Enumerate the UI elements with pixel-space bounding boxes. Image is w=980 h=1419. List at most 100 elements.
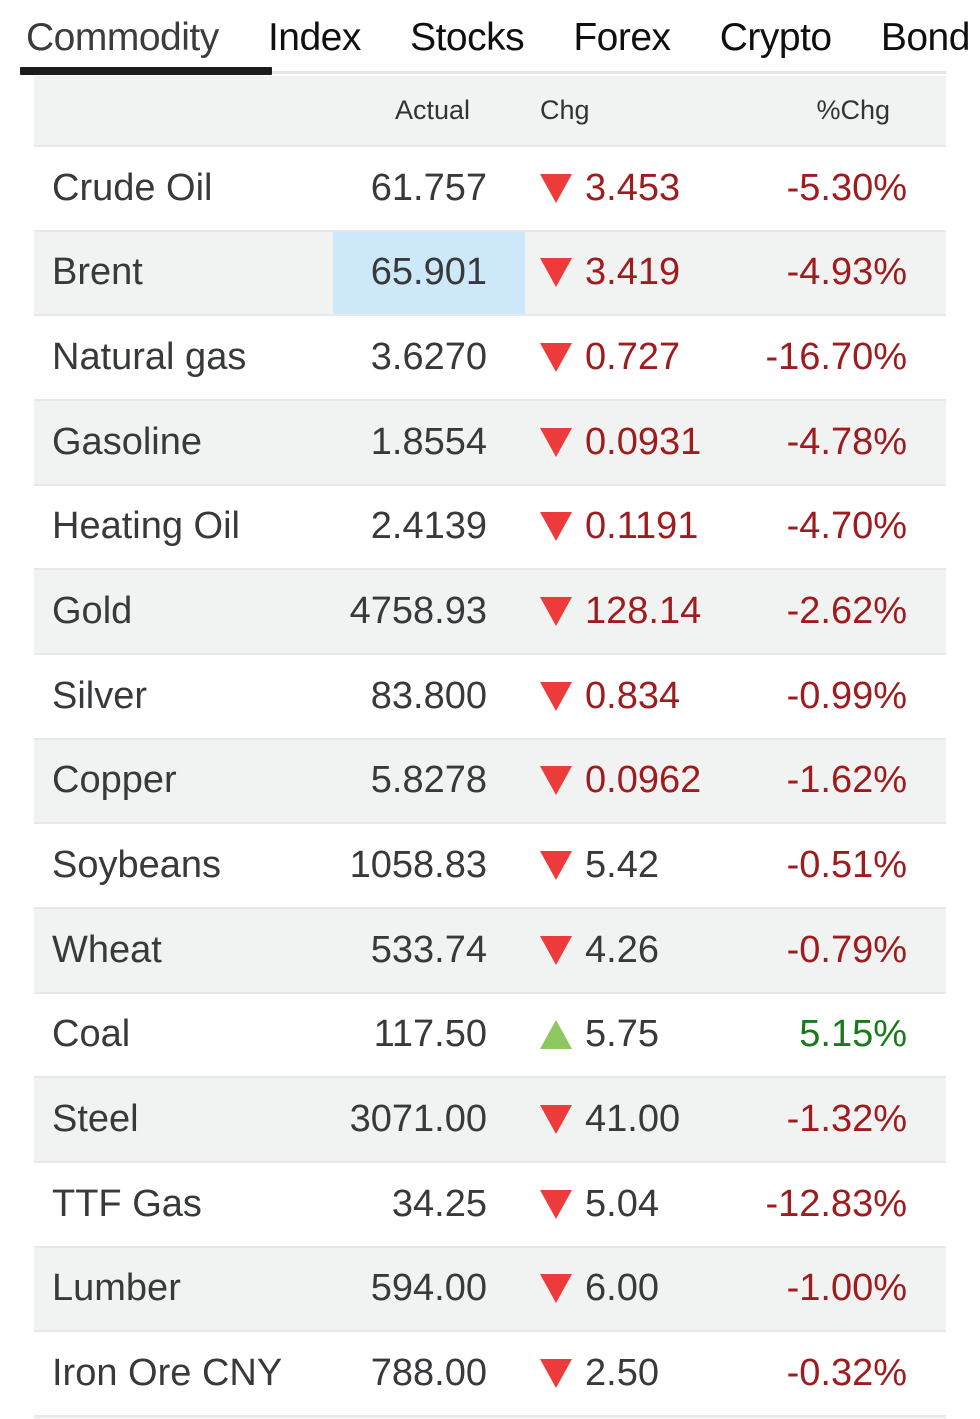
down-triangle-icon	[540, 597, 572, 627]
commodity-name-link[interactable]: Coal	[52, 1013, 131, 1056]
tabs-divider	[24, 71, 946, 74]
table-row[interactable]: Natural gas 3.6270 0.727 -16.70%	[34, 314, 946, 399]
table-row[interactable]: Copper 5.8278 0.0962 -1.62%	[34, 737, 946, 823]
actual-value-cell: 65.901	[333, 231, 525, 315]
down-triangle-icon	[540, 173, 572, 203]
down-triangle-icon	[540, 258, 572, 288]
commodity-name-link[interactable]: Silver	[52, 674, 148, 717]
down-triangle-icon	[540, 1105, 572, 1135]
commodity-name-link[interactable]: Heating Oil	[52, 505, 240, 548]
header-actual: Actual	[394, 95, 470, 125]
percent-change-value: 5.15%	[799, 1013, 907, 1056]
change-cell: 5.04	[525, 1163, 754, 1246]
down-triangle-icon	[540, 343, 572, 373]
commodity-name-link[interactable]: Crude Oil	[52, 166, 213, 209]
actual-value-cell: 3071.00	[349, 1098, 487, 1141]
change-value: 0.1191	[585, 505, 699, 548]
percent-change-value: -0.99%	[786, 674, 907, 717]
table-row[interactable]: Crude Oil 61.757 3.453 -5.30%	[34, 145, 946, 230]
commodity-name-link[interactable]: Natural gas	[52, 336, 247, 379]
commodity-name-link[interactable]: Lumber	[52, 1267, 181, 1310]
percent-change-value: -12.83%	[765, 1182, 907, 1225]
actual-value-cell: 594.00	[370, 1267, 487, 1310]
tab-commodity[interactable]: Commodity	[26, 16, 219, 59]
change-cell: 6.00	[525, 1248, 754, 1331]
down-triangle-icon	[540, 427, 572, 457]
table-row[interactable]: Coal 117.50 5.75 5.15%	[34, 991, 946, 1077]
down-triangle-icon	[540, 681, 572, 711]
down-triangle-icon	[540, 512, 572, 542]
percent-change-value: -1.00%	[786, 1267, 907, 1310]
change-value: 3.419	[585, 251, 681, 294]
change-cell: 3.453	[525, 147, 754, 230]
down-triangle-icon	[540, 851, 572, 881]
commodity-name-link[interactable]: Gold	[52, 590, 133, 633]
percent-change-value: -2.62%	[786, 590, 907, 633]
tab-stocks[interactable]: Stocks	[410, 16, 525, 59]
percent-change-value: -5.30%	[786, 166, 907, 209]
tab-crypto[interactable]: Crypto	[719, 16, 832, 59]
actual-value-cell: 1.8554	[370, 420, 487, 463]
percent-change-value: -0.79%	[786, 928, 907, 971]
table-row[interactable]: Iron Ore CNY 788.00 2.50 -0.32%	[34, 1330, 946, 1415]
table-row[interactable]: Wheat 533.74 4.26 -0.79%	[34, 906, 946, 992]
actual-value-cell: 61.757	[370, 166, 487, 209]
table-row[interactable]: Brent 65.901 3.419 -4.93%	[34, 229, 946, 315]
table-row[interactable]: Gasoline 1.8554 0.0931 -4.78%	[34, 398, 946, 484]
table-header-row: Actual Chg %Chg	[34, 76, 946, 145]
down-triangle-icon	[540, 766, 572, 796]
table-row[interactable]: Silver 83.800 0.834 -0.99%	[34, 652, 946, 738]
tab-forex[interactable]: Forex	[573, 16, 671, 59]
table-row[interactable]: Lumber 594.00 6.00 -1.00%	[34, 1245, 946, 1331]
change-value: 3.453	[585, 166, 681, 209]
change-value: 6.00	[585, 1267, 659, 1310]
actual-value-cell: 117.50	[373, 1013, 487, 1056]
actual-value-cell: 83.800	[370, 674, 487, 717]
actual-value-cell: 2.4139	[370, 505, 487, 548]
commodity-table: Actual Chg %Chg Crude Oil 61.757 3.453 -…	[34, 76, 946, 1419]
commodity-name-link[interactable]: Wheat	[52, 928, 162, 971]
tab-bond[interactable]: Bond	[880, 16, 971, 59]
change-value: 0.834	[585, 674, 681, 717]
commodity-name-link[interactable]: Gasoline	[52, 420, 202, 463]
actual-value-cell: 533.74	[370, 928, 487, 971]
table-row[interactable]: Heating Oil 2.4139 0.1191 -4.70%	[34, 483, 946, 569]
change-value: 2.50	[585, 1352, 659, 1395]
percent-change-value: -1.62%	[786, 759, 907, 802]
percent-change-value: -4.93%	[786, 251, 907, 294]
change-value: 0.0962	[585, 759, 702, 802]
actual-value-cell: 3.6270	[370, 336, 487, 379]
next-row-sliver	[34, 1414, 946, 1419]
percent-change-value: -4.78%	[786, 420, 907, 463]
change-cell: 5.75	[525, 994, 754, 1077]
actual-value-cell: 34.25	[391, 1182, 487, 1225]
percent-change-value: -4.70%	[786, 505, 907, 548]
commodity-name-link[interactable]: Iron Ore CNY	[52, 1352, 283, 1395]
table-row[interactable]: Soybeans 1058.83 5.42 -0.51%	[34, 822, 946, 907]
percent-change-value: -0.51%	[786, 844, 907, 887]
commodity-name-link[interactable]: Steel	[52, 1098, 139, 1141]
change-value: 5.04	[585, 1182, 659, 1225]
table-row[interactable]: Steel 3071.00 41.00 -1.32%	[34, 1076, 946, 1161]
change-value: 128.14	[585, 590, 702, 633]
change-value: 4.26	[585, 928, 659, 971]
market-tabs: Commodity Index Stocks Forex Crypto Bond	[0, 0, 980, 66]
actual-value-cell: 4758.93	[349, 590, 487, 633]
tab-index[interactable]: Index	[267, 16, 361, 59]
change-value: 5.42	[585, 844, 659, 887]
commodity-name-link[interactable]: Copper	[52, 759, 177, 802]
change-value: 0.727	[585, 336, 681, 379]
change-cell: 3.419	[525, 232, 754, 315]
table-row[interactable]: Gold 4758.93 128.14 -2.62%	[34, 568, 946, 653]
header-pchg: %Chg	[816, 95, 890, 125]
change-cell: 0.727	[525, 316, 754, 399]
percent-change-value: -0.32%	[786, 1352, 907, 1395]
market-tabs-bar: Commodity Index Stocks Forex Crypto Bond	[0, 0, 980, 76]
table-row[interactable]: TTF Gas 34.25 5.04 -12.83%	[34, 1160, 946, 1246]
commodity-name-link[interactable]: Brent	[52, 251, 143, 294]
commodity-name-link[interactable]: TTF Gas	[52, 1182, 202, 1225]
change-value: 5.75	[585, 1013, 659, 1056]
commodity-name-link[interactable]: Soybeans	[52, 844, 222, 887]
change-cell: 4.26	[525, 909, 754, 992]
